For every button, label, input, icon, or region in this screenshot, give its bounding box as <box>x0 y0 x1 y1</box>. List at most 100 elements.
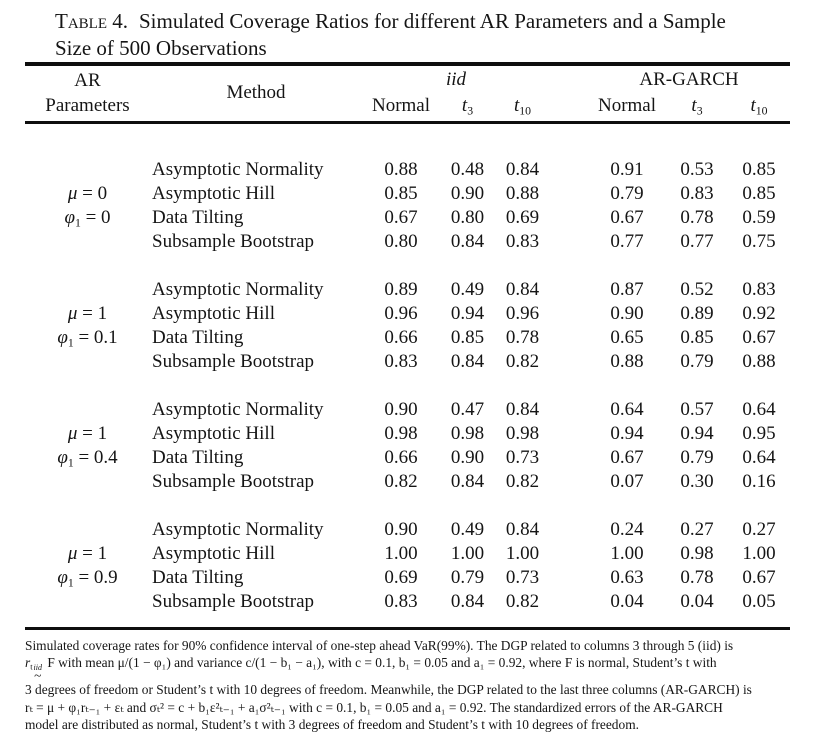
coverage-value-cell: 0.59 <box>742 207 776 228</box>
coverage-value-cell: 0.04 <box>610 591 644 612</box>
col-header-method: Method <box>226 82 286 104</box>
coverage-value-cell: 0.92 <box>742 303 776 324</box>
table-caption: Table 4. Simulated Coverage Ratios for di… <box>55 8 767 62</box>
table-footnote: Simulated coverage rates for 90% confide… <box>25 637 791 734</box>
phi-param: φ1 = 0.1 <box>57 327 118 350</box>
coverage-value-cell: 1.00 <box>450 543 485 564</box>
group-gap-cell <box>550 446 588 470</box>
col-header-t10-iid: t10 <box>513 94 532 118</box>
coverage-value-cell: 0.88 <box>610 351 644 372</box>
col-header-ar-parameters: AR Parameters <box>25 64 150 122</box>
ar-params-cell: μ = 1 φ1 = 0.1 <box>25 278 150 374</box>
group-gap-cell <box>550 566 588 590</box>
coverage-value-cell: 0.49 <box>450 519 485 540</box>
mu-param: μ = 1 <box>67 543 108 564</box>
group-gap-cell <box>550 422 588 446</box>
table-row: Asymptotic Hill 0.96 0.94 0.96 0.90 0.89… <box>25 302 790 326</box>
footnote-line: model are distributed as normal, Student… <box>25 717 639 733</box>
table-header: AR Parameters Method iid AR-GARCH Normal… <box>25 64 790 122</box>
method-cell: Subsample Bootstrap <box>152 351 315 372</box>
method-cell: Asymptotic Hill <box>152 303 275 324</box>
coverage-value-cell: 0.83 <box>384 351 418 372</box>
coverage-value-cell: 0.82 <box>505 591 540 612</box>
mu-param: μ = 0 <box>67 183 108 204</box>
coverage-value-cell: 0.67 <box>742 567 776 588</box>
table-row: Data Tilting 0.66 0.90 0.73 0.67 0.79 0.… <box>25 446 790 470</box>
coverage-value-cell: 0.85 <box>384 183 418 204</box>
col-header-normal-iid: Normal <box>371 94 431 116</box>
coverage-value-cell: 0.80 <box>384 231 418 252</box>
coverage-value-cell: 0.94 <box>680 423 714 444</box>
col-header-t3-iid: t3 <box>461 94 474 118</box>
header-row-groups: AR Parameters Method iid AR-GARCH <box>25 64 790 116</box>
coverage-value-cell: 1.00 <box>505 543 540 564</box>
coverage-value-cell: 0.84 <box>450 231 485 252</box>
ar-header-line2: Parameters <box>45 95 130 117</box>
coverage-value-cell: 0.47 <box>450 399 485 420</box>
table-row: μ = 1 φ1 = 0.1 Asymptotic Normality 0.89… <box>25 278 790 349</box>
coverage-value-cell: 0.16 <box>742 471 776 492</box>
header-row-columns: Normal t3 t10 Normal t3 t10 <box>25 91 790 122</box>
coverage-value-cell: 0.84 <box>505 279 540 300</box>
coverage-value-cell: 0.80 <box>450 207 485 228</box>
group-gap-cell <box>550 326 588 350</box>
coverage-value-cell: 0.88 <box>742 351 776 372</box>
coverage-value-cell: 0.82 <box>505 471 540 492</box>
coverage-value-cell: 0.83 <box>505 231 540 252</box>
coverage-value-cell: 0.83 <box>384 591 418 612</box>
group-gap-cell <box>550 350 588 374</box>
coverage-value-cell: 0.30 <box>680 471 714 492</box>
coverage-value-cell: 0.52 <box>680 279 714 300</box>
coverage-value-cell: 0.98 <box>450 423 485 444</box>
coverage-value-cell: 0.73 <box>505 447 540 468</box>
coverage-value-cell: 0.90 <box>384 399 418 420</box>
coverage-value-cell: 0.04 <box>680 591 714 612</box>
coverage-value-cell: 0.94 <box>450 303 485 324</box>
method-cell: Asymptotic Normality <box>152 399 324 420</box>
method-cell: Data Tilting <box>152 207 244 228</box>
coverage-value-cell: 0.79 <box>680 351 714 372</box>
coverage-value-cell: 0.90 <box>450 447 485 468</box>
coverage-value-cell: 1.00 <box>742 543 776 564</box>
ar-params-cell: μ = 1 φ1 = 0.9 <box>25 518 150 614</box>
group-gap-cell <box>550 302 588 326</box>
coverage-value-cell: 0.27 <box>680 519 714 540</box>
footnote-line: rt iid ~ F with mean μ/(1 − φ₁) and varian… <box>25 654 717 684</box>
col-header-t3-argarch: t3 <box>691 94 703 118</box>
coverage-value-cell: 0.94 <box>610 423 644 444</box>
method-cell: Subsample Bootstrap <box>152 591 315 612</box>
coverage-value-cell: 0.78 <box>680 207 714 228</box>
coverage-value-cell: 0.67 <box>610 447 644 468</box>
method-cell: Data Tilting <box>152 327 244 348</box>
method-cell: Data Tilting <box>152 567 244 588</box>
method-cell: Asymptotic Normality <box>152 279 324 300</box>
footnote-line: 3 degrees of freedom or Student’s t with… <box>25 682 752 698</box>
coverage-value-cell: 0.91 <box>610 159 644 180</box>
coverage-value-cell: 0.78 <box>680 567 714 588</box>
coverage-value-cell: 0.89 <box>384 279 418 300</box>
coverage-value-cell: 0.67 <box>384 207 418 228</box>
footnote-line: Simulated coverage rates for 90% confide… <box>25 637 734 653</box>
group-gap-cell <box>550 542 588 566</box>
coverage-value-cell: 0.48 <box>450 159 485 180</box>
coverage-value-cell: 0.85 <box>450 327 485 348</box>
table-row: Asymptotic Hill 0.98 0.98 0.98 0.94 0.94… <box>25 422 790 446</box>
table-row: μ = 0 φ1 = 0 Asymptotic Normality 0.88 0… <box>25 158 790 229</box>
coverage-value-cell: 0.84 <box>450 471 485 492</box>
table-row: Data Tilting 0.67 0.80 0.69 0.67 0.78 0.… <box>25 206 790 230</box>
coverage-value-cell: 0.69 <box>505 207 540 228</box>
method-cell: Subsample Bootstrap <box>152 231 315 252</box>
coverage-value-cell: 0.79 <box>610 183 644 204</box>
coverage-value-cell: 0.53 <box>680 159 714 180</box>
coverage-value-cell: 0.75 <box>742 231 776 252</box>
coverage-value-cell: 0.87 <box>610 279 644 300</box>
group-gap-cell <box>550 278 588 302</box>
coverage-value-cell: 0.57 <box>680 399 714 420</box>
col-header-t10-argarch: t10 <box>750 94 768 118</box>
coverage-value-cell: 0.84 <box>505 399 540 420</box>
coverage-value-cell: 0.78 <box>505 327 540 348</box>
coverage-value-cell: 0.66 <box>384 447 418 468</box>
coverage-value-cell: 0.89 <box>680 303 714 324</box>
table-body: μ = 0 φ1 = 0 Asymptotic Normality 0.88 0… <box>25 122 790 628</box>
coverage-value-cell: 0.77 <box>610 231 644 252</box>
